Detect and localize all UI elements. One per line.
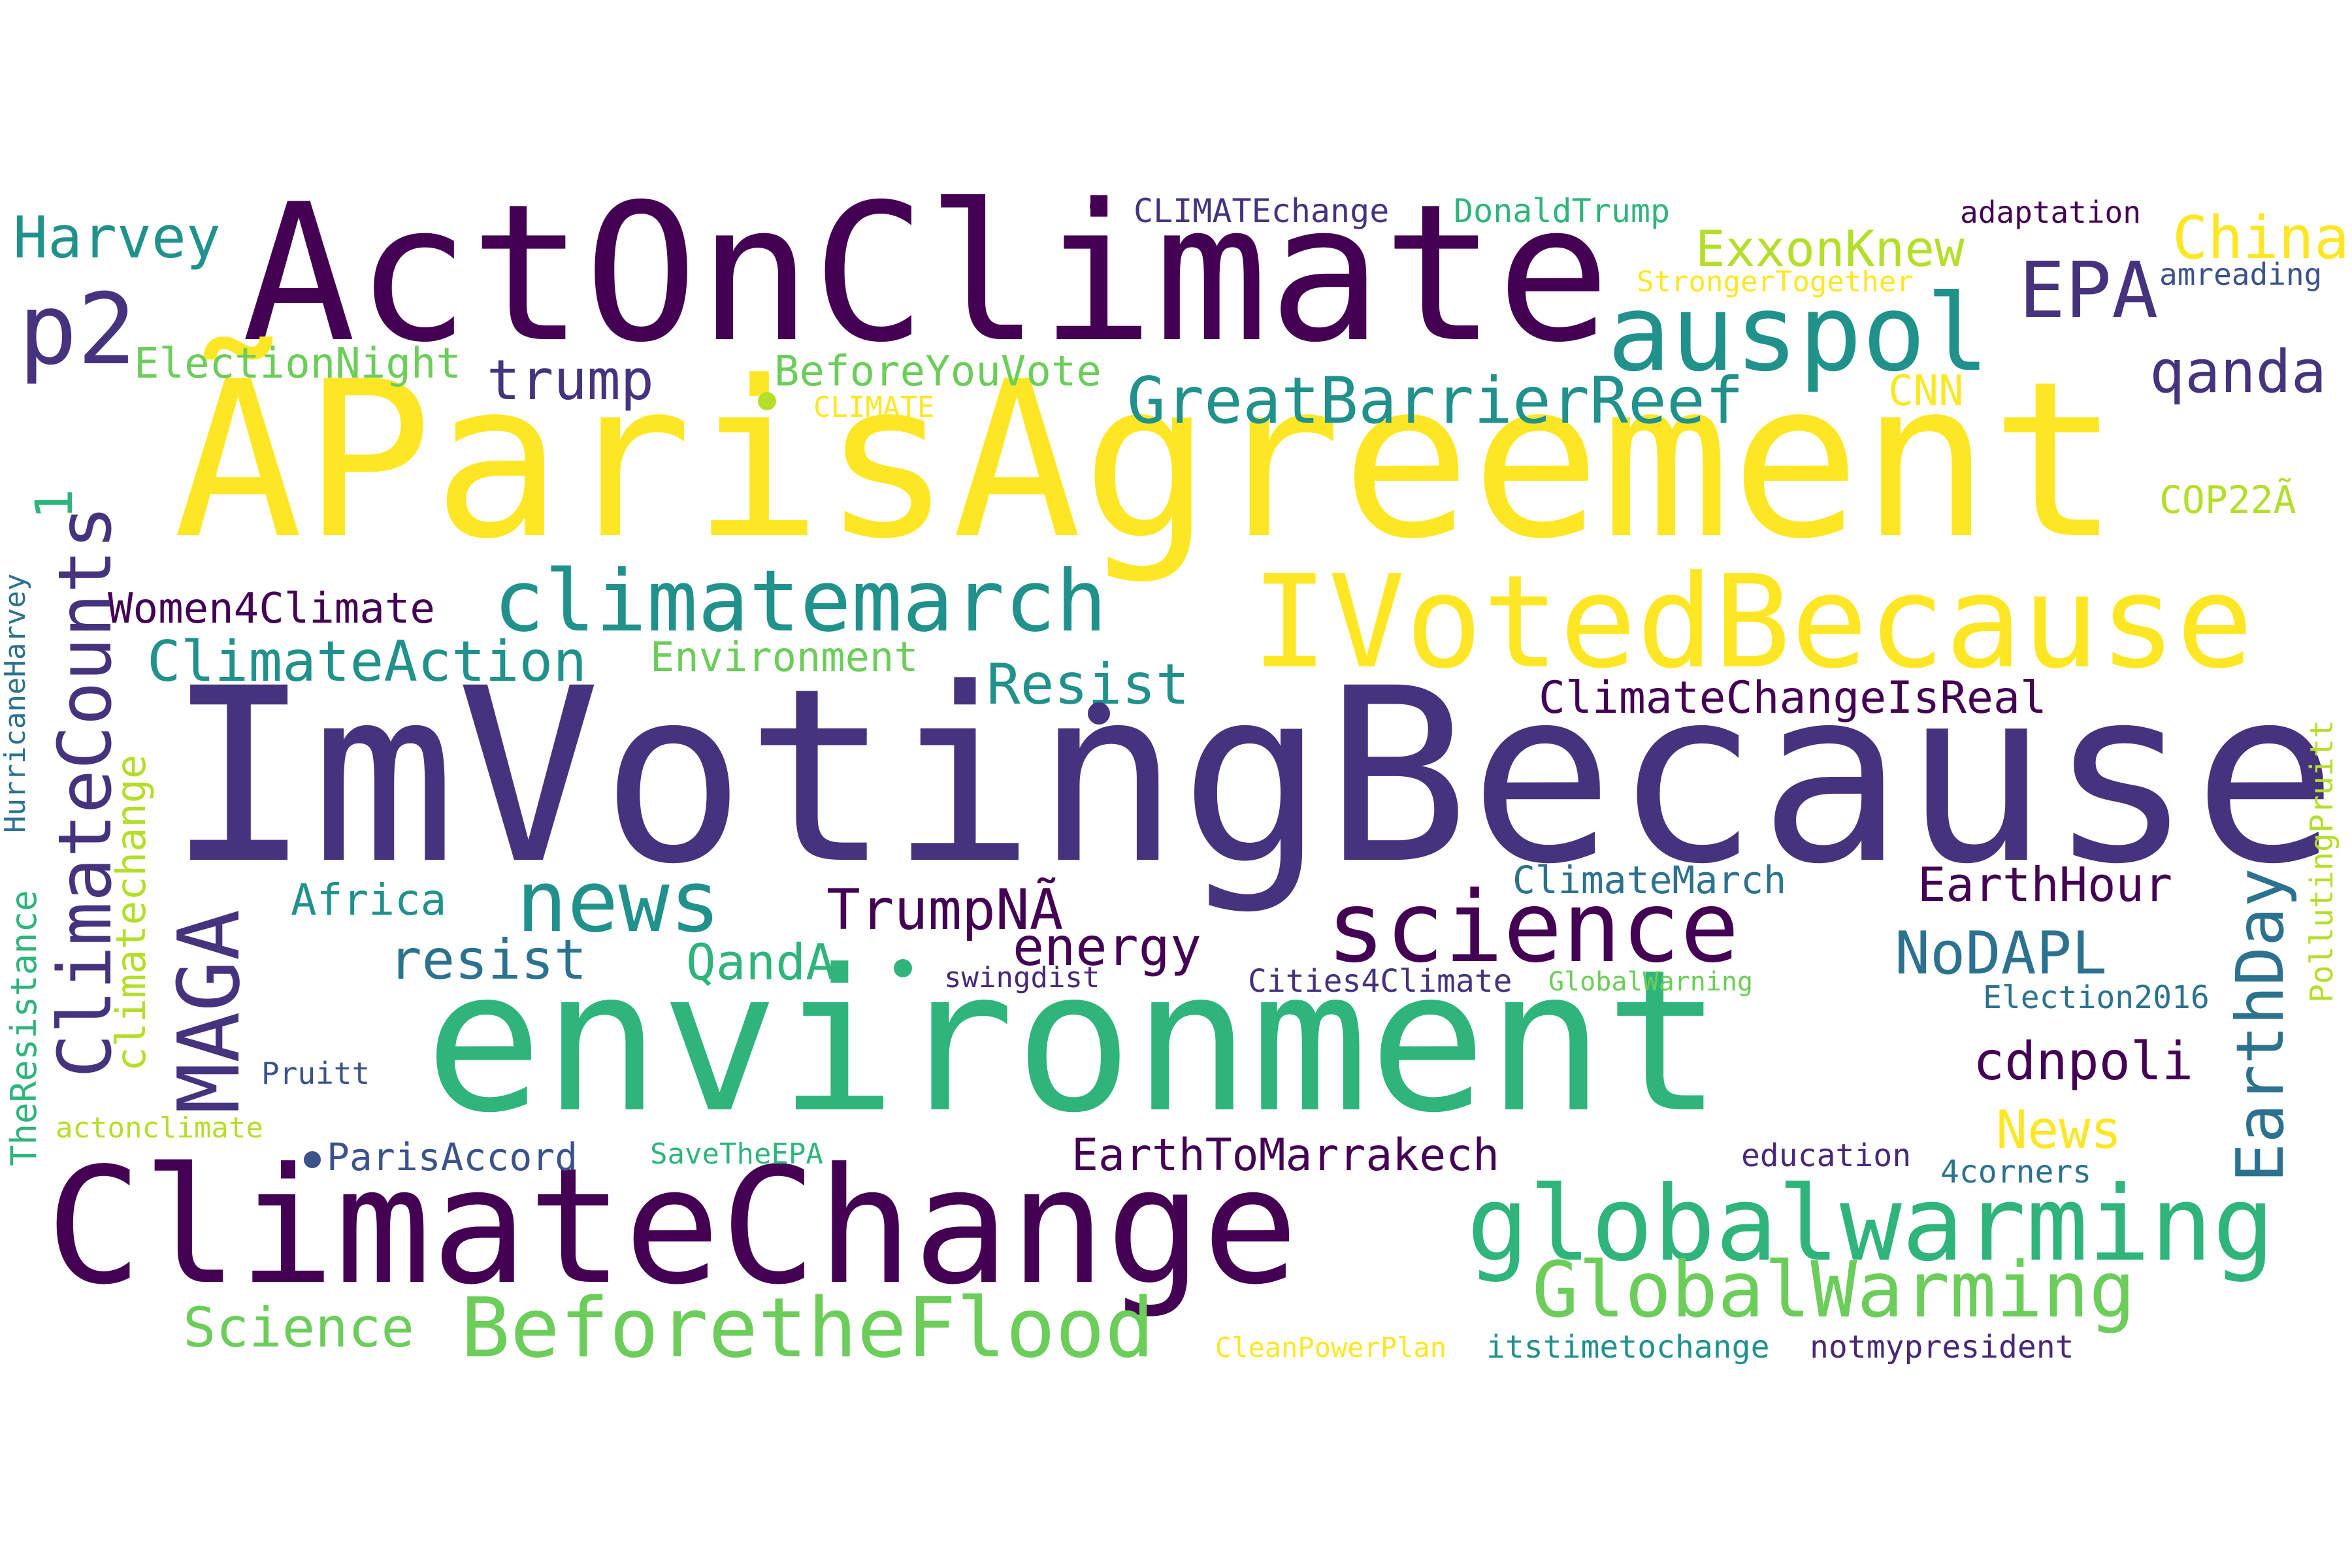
word-resist-cap: Resist <box>987 652 1190 717</box>
word-climatechangeisreal: ClimateChangeIsReal <box>1539 672 2047 724</box>
dot-mark <box>894 959 912 977</box>
word-cities4climate: Cities4Climate <box>1248 963 1512 1000</box>
word-4corners: 4corners <box>1940 1154 2092 1190</box>
word-climate-caps: CLIMATE <box>813 391 935 424</box>
word-qanda: qanda <box>2149 338 2327 406</box>
word-globalwarning: GlobalWarning <box>1548 967 1754 997</box>
word-beforeyouvote: BeforeYouVote <box>774 348 1102 396</box>
word-beforetheflood: BeforetheFlood <box>461 1280 1155 1376</box>
word-qanda-cap: QandA <box>686 933 836 991</box>
word-auspol: auspol <box>1607 272 1990 395</box>
word-climatemarch: climatemarch <box>493 551 1107 651</box>
word-notmypresident: notmypresident <box>1810 1329 2074 1365</box>
word-strongertogether: StrongerTogether <box>1637 265 1914 299</box>
word-news-cap: News <box>1996 1100 2122 1160</box>
word-pollutingpruitt: PollutingPruitt <box>2304 719 2340 1003</box>
word-climatechange: ClimateChange <box>46 1134 1299 1320</box>
word-energy: energy <box>1013 917 1201 977</box>
word-exxonknew: ExxonKnew <box>1695 220 1965 278</box>
word-1: 1 <box>25 489 84 519</box>
dot-mark <box>304 1151 321 1168</box>
word-cleanpowerplan: CleanPowerPlan <box>1215 1331 1447 1364</box>
word-itstimetochange: itstimetochange <box>1486 1329 1770 1365</box>
word-education: education <box>1741 1137 1912 1174</box>
word-theresistance: TheResistance <box>3 890 44 1166</box>
word-imvotingbecause: ImVotingBecause <box>167 636 2338 917</box>
dot-mark <box>1088 702 1110 725</box>
word-cnn: CNN <box>1888 367 1964 416</box>
word-pruitt: Pruitt <box>261 1056 370 1091</box>
word-africa: Africa <box>291 875 447 925</box>
word-harvey: Harvey <box>13 204 221 271</box>
dot-mark <box>1090 199 1104 214</box>
word-resist: resist <box>389 928 587 992</box>
word-science: science <box>1326 871 1740 985</box>
word-adaptation: adaptation <box>1960 195 2141 230</box>
word-amreading: amreading <box>2159 257 2323 292</box>
word-women4climate: Women4Climate <box>108 585 435 633</box>
word-climatechange-caps: CLIMATEchange <box>1134 192 1390 230</box>
word-environment-cap: Environment <box>650 633 919 681</box>
word-science-cap: Science <box>183 1296 415 1360</box>
word-earthtomarrakech: EarthToMarrakech <box>1071 1130 1500 1181</box>
word-cop22: COP22Ã <box>2159 478 2296 522</box>
word-parisaccord: ParisAccord <box>327 1135 578 1179</box>
word-climatemarch-cap: ClimateMarch <box>1512 858 1787 902</box>
word-earthday: EarthDay <box>2222 868 2298 1183</box>
word-cdnpoli: cdnpoli <box>1973 1031 2194 1092</box>
word-actonclimate-lower: actonclimate <box>56 1111 263 1145</box>
word-china: China <box>2172 204 2349 272</box>
word-globalwarming: GlobalWarming <box>1532 1245 2136 1335</box>
word-parisagreement: ÃParisAgreement <box>173 335 2121 586</box>
word-earthhour: EarthHour <box>1918 857 2173 912</box>
word-environment: environment <box>425 928 1723 1156</box>
word-actonclimate: ActOnClimate <box>242 164 1611 384</box>
word-climatechange-vertical: climatechange <box>107 754 155 1071</box>
word-ivotedbecause: IVotedBecause <box>1251 548 2254 697</box>
word-nodapl: NoDAPL <box>1895 919 2108 988</box>
word-donaldtrump: DonaldTrump <box>1454 192 1671 230</box>
word-p2: p2 <box>18 273 137 387</box>
word-election2016: Election2016 <box>1983 979 2210 1016</box>
word-trumpna: TrumpNÃ <box>826 877 1064 943</box>
word-swingdist: swingdist <box>944 961 1100 994</box>
word-trump: trump <box>487 348 654 413</box>
word-savetheepa: SaveTheEPA <box>650 1137 823 1171</box>
word-greatbarrierreef: GreatBarrierReef <box>1127 364 1744 438</box>
word-hurricaneharvey: HurricaneHarvey <box>0 573 32 833</box>
word-epa: EPA <box>2019 245 2159 335</box>
word-electionnight: ElectionNight <box>134 340 461 388</box>
word-globalwarming-lower: globalwarming <box>1467 1164 2275 1284</box>
word-maga: MAGA <box>159 909 259 1114</box>
dot-mark <box>758 392 776 410</box>
word-climateaction: ClimateAction <box>147 629 587 694</box>
word-news: news <box>516 852 721 951</box>
